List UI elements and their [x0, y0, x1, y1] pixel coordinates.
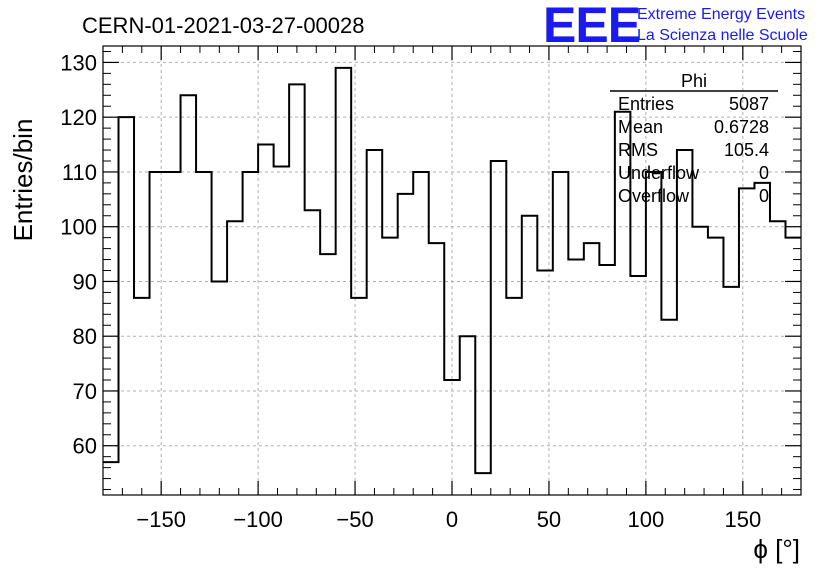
histogram-bin — [491, 161, 507, 495]
stats-label: Entries — [618, 94, 674, 114]
y-tick-label: 60 — [73, 434, 97, 459]
histogram-bin — [506, 298, 522, 495]
logo-line1: Extreme Energy Events — [637, 6, 805, 23]
y-tick-label: 130 — [60, 50, 97, 75]
stats-box: Phi Entries 5087 Mean 0.6728 RMS 105.4 Underfl… — [610, 71, 778, 206]
histogram-bin — [305, 210, 321, 495]
stats-value: 0.6728 — [714, 117, 769, 137]
axis-ticks — [102, 46, 802, 495]
histogram-bin — [227, 221, 243, 495]
stats-rows: Entries 5087 Mean 0.6728 RMS 105.4 Underflow 0 O… — [618, 94, 769, 206]
histogram-bin — [181, 95, 197, 495]
histogram-bin — [770, 221, 786, 495]
histogram-bin — [584, 243, 600, 495]
logo-mark: EEE — [543, 0, 640, 53]
histogram-bin — [289, 84, 305, 495]
histogram-bin — [475, 473, 491, 495]
y-tick-label: 110 — [62, 160, 97, 185]
stats-label: Overflow — [618, 186, 690, 206]
histogram-bin — [630, 276, 646, 495]
histogram-bin — [274, 166, 290, 495]
histogram-bin — [739, 188, 755, 495]
histogram-bin — [661, 320, 677, 495]
y-tick-label: 90 — [73, 269, 97, 294]
histogram-bin — [754, 183, 770, 495]
histogram-bin — [599, 265, 615, 495]
stats-label: Underflow — [618, 163, 700, 183]
histogram-bin — [351, 298, 367, 495]
histogram-line — [103, 66, 801, 475]
histogram-bin — [522, 216, 538, 495]
histogram-bin — [568, 260, 584, 495]
y-tick-label: 120 — [60, 105, 97, 130]
histogram-bin — [692, 227, 708, 495]
histogram-bin — [708, 238, 724, 495]
histogram-bin — [134, 298, 150, 495]
histogram-bin — [119, 117, 135, 495]
histogram-bin — [553, 172, 569, 495]
x-tick-label: 100 — [628, 507, 665, 532]
histogram-bin — [723, 287, 739, 495]
tick-labels: −150 −100 −50 0 50 100 150 60 70 80 90 100 110 120 130 — [60, 50, 761, 532]
stats-label: Mean — [618, 117, 663, 137]
logo-line2: La Scienza nelle Scuole — [637, 27, 808, 44]
y-tick-label: 100 — [60, 215, 97, 240]
x-tick-label: −50 — [336, 507, 373, 532]
x-tick-label: −150 — [136, 507, 186, 532]
eee-logo: EEE Extreme Energy Events La Scienza nel… — [543, 0, 808, 53]
histogram-bin — [398, 194, 414, 495]
histogram-bin — [150, 172, 166, 495]
y-tick-label: 70 — [73, 379, 97, 404]
histogram-series — [103, 66, 801, 496]
chart-title: CERN-01-2021-03-27-00028 — [82, 13, 365, 38]
histogram-bin — [382, 238, 398, 495]
histogram-bin — [646, 172, 662, 495]
histogram-bin — [336, 68, 352, 495]
histogram-bin — [537, 271, 553, 496]
histogram-bin — [444, 380, 460, 495]
x-axis-label: ϕ [°] — [753, 534, 800, 564]
stats-value: 0 — [759, 186, 769, 206]
histogram-bin — [367, 150, 383, 495]
stats-label: RMS — [618, 140, 658, 160]
histogram-bin — [243, 172, 259, 495]
x-tick-label: 50 — [537, 507, 561, 532]
x-tick-label: −100 — [233, 507, 283, 532]
histogram-bin — [165, 172, 181, 495]
y-axis-label: Entries/bin — [8, 119, 38, 242]
histogram-bin — [212, 281, 228, 495]
y-tick-label: 80 — [73, 324, 97, 349]
histogram-bin — [258, 145, 274, 495]
x-tick-label: 150 — [724, 507, 761, 532]
histogram-bin — [196, 172, 212, 495]
x-tick-label: 0 — [446, 507, 458, 532]
stats-value: 105.4 — [724, 140, 769, 160]
stats-value: 0 — [759, 163, 769, 183]
histogram-bin — [320, 254, 336, 495]
histogram-bin — [429, 243, 445, 495]
histogram-bin — [413, 172, 429, 495]
stats-value: 5087 — [729, 94, 769, 114]
histogram-bin — [460, 336, 476, 495]
stats-box-name: Phi — [681, 71, 707, 91]
